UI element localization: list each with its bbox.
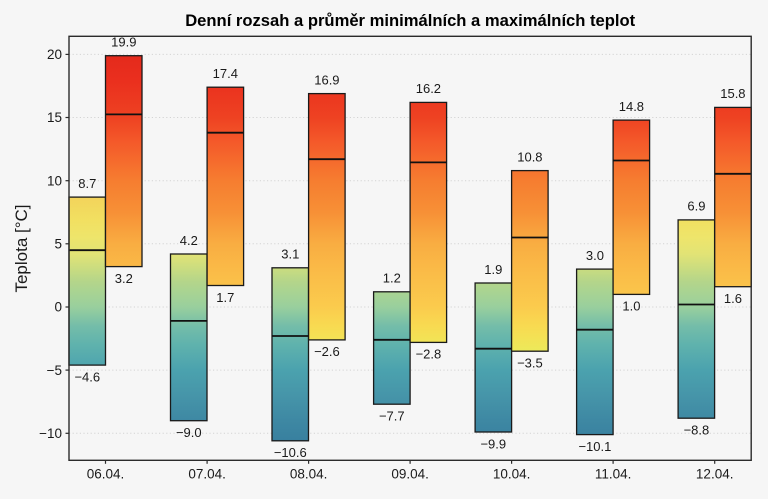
svg-text:Teplota [°C]: Teplota [°C] <box>12 204 31 292</box>
svg-text:15.8: 15.8 <box>720 86 745 101</box>
svg-text:14.8: 14.8 <box>619 99 644 114</box>
svg-text:10: 10 <box>47 173 62 188</box>
svg-text:20: 20 <box>47 47 62 62</box>
svg-text:5: 5 <box>54 236 62 251</box>
svg-text:1.2: 1.2 <box>383 271 401 286</box>
svg-text:3.2: 3.2 <box>115 271 133 286</box>
svg-text:1.9: 1.9 <box>484 262 502 277</box>
svg-text:12.04.: 12.04. <box>696 467 734 482</box>
svg-text:6.9: 6.9 <box>687 199 705 214</box>
svg-text:−9.9: −9.9 <box>480 436 506 451</box>
svg-text:15: 15 <box>47 110 62 125</box>
svg-text:3.0: 3.0 <box>586 248 604 263</box>
svg-text:8.7: 8.7 <box>78 176 96 191</box>
svg-text:0: 0 <box>54 300 62 315</box>
svg-text:Denní rozsah a průměr minimáln: Denní rozsah a průměr minimálních a maxi… <box>185 11 635 30</box>
svg-text:1.7: 1.7 <box>216 290 234 305</box>
svg-text:16.2: 16.2 <box>416 81 441 96</box>
svg-text:10.04.: 10.04. <box>493 467 531 482</box>
svg-text:−4.6: −4.6 <box>74 369 100 384</box>
svg-text:−8.8: −8.8 <box>684 422 710 437</box>
svg-text:−2.6: −2.6 <box>314 344 340 359</box>
svg-text:17.4: 17.4 <box>213 66 238 81</box>
svg-text:1.0: 1.0 <box>622 299 640 314</box>
svg-text:−10.6: −10.6 <box>274 445 307 460</box>
svg-text:−9.0: −9.0 <box>176 425 202 440</box>
svg-text:−7.7: −7.7 <box>379 409 405 424</box>
svg-text:4.2: 4.2 <box>180 233 198 248</box>
svg-text:19.9: 19.9 <box>111 35 136 50</box>
svg-text:1.6: 1.6 <box>724 291 742 306</box>
svg-text:11.04.: 11.04. <box>595 467 632 482</box>
svg-text:09.04.: 09.04. <box>391 467 429 482</box>
svg-text:07.04.: 07.04. <box>188 467 226 482</box>
svg-text:06.04.: 06.04. <box>87 467 125 482</box>
svg-text:08.04.: 08.04. <box>290 467 328 482</box>
svg-text:16.9: 16.9 <box>314 72 339 87</box>
svg-text:−3.5: −3.5 <box>517 356 543 371</box>
svg-text:−10: −10 <box>39 426 62 441</box>
svg-text:−2.8: −2.8 <box>416 347 442 362</box>
svg-text:10.8: 10.8 <box>517 149 542 164</box>
svg-text:3.1: 3.1 <box>281 247 299 262</box>
svg-text:−10.1: −10.1 <box>578 439 611 454</box>
svg-text:−5: −5 <box>47 363 62 378</box>
